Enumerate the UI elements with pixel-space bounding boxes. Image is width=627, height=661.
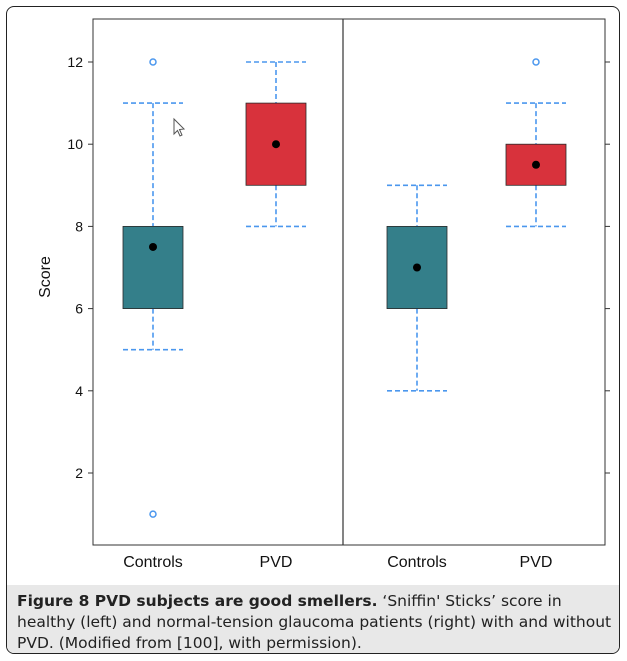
mean-point <box>149 242 157 251</box>
plot-border <box>92 18 606 546</box>
caption-title: Figure 8 PVD subjects are good smellers. <box>17 592 378 610</box>
mean-point <box>413 263 421 272</box>
y-tick-label: 12 <box>67 54 83 70</box>
outlier-point <box>532 58 540 66</box>
figure-caption: Figure 8 PVD subjects are good smellers.… <box>17 591 613 653</box>
y-tick-label: 4 <box>75 383 83 399</box>
iqr-box <box>122 225 184 309</box>
box-plot-chart: 2 4 6 8 10 12 Controls PVD Controls PVD Score <box>37 18 610 571</box>
y-tick-label: 10 <box>67 136 83 152</box>
mouse-cursor-icon <box>173 117 186 137</box>
category-label: PVD <box>520 554 553 571</box>
y-tick-label: 2 <box>75 465 83 481</box>
outlier-point <box>149 58 157 66</box>
y-tick-label: 6 <box>75 301 83 317</box>
figure-frame: 2 4 6 8 10 12 Controls PVD Controls PVD Score Fig… <box>6 6 620 654</box>
caption-text: ‘Sniffin' Sticks’ score in healthy (left… <box>17 592 612 652</box>
mean-point <box>532 160 540 169</box>
category-label: Controls <box>387 554 447 571</box>
mean-point <box>272 140 280 149</box>
y-axis-label: Score <box>37 256 54 298</box>
y-tick-label: 8 <box>75 218 83 234</box>
category-label: PVD <box>260 554 293 571</box>
caption-panel: Figure 8 PVD subjects are good smellers.… <box>7 585 619 653</box>
iqr-box <box>386 225 448 309</box>
category-label: Controls <box>123 554 183 571</box>
outlier-point <box>149 510 157 518</box>
